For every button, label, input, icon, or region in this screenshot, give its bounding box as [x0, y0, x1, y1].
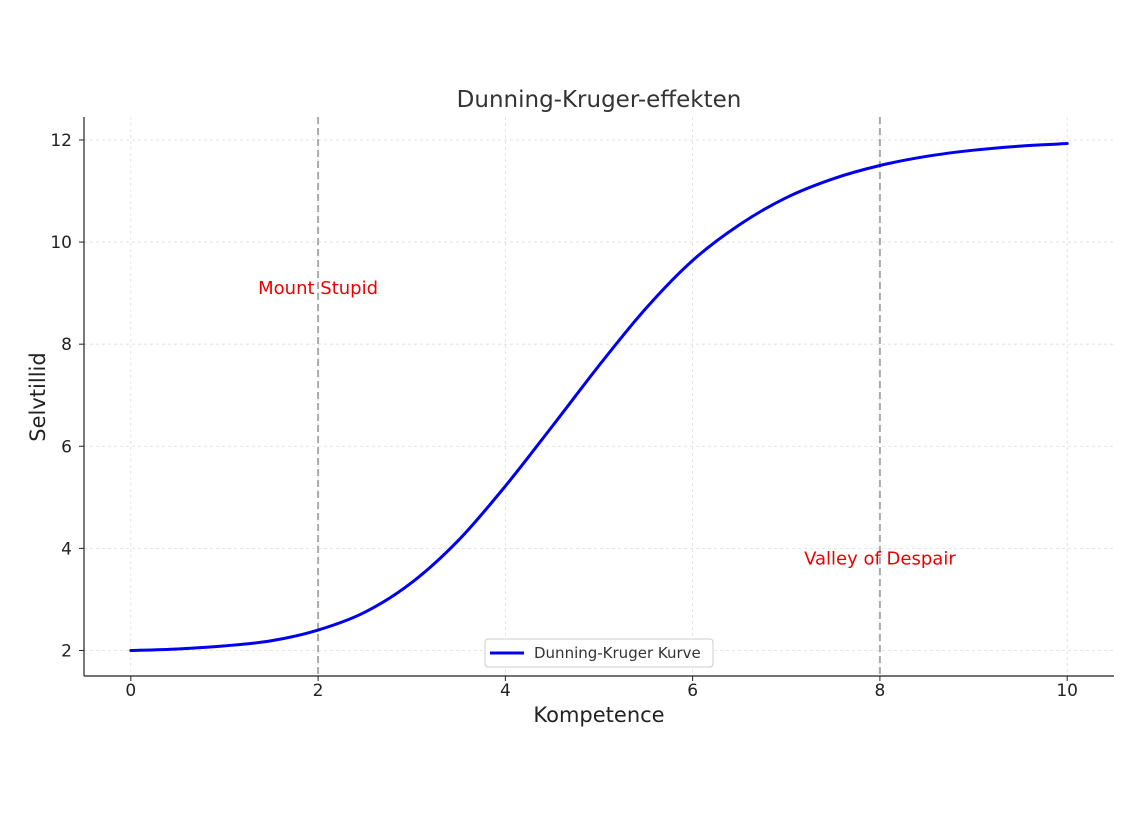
x-tick-label: 0: [125, 681, 136, 701]
legend-label: Dunning-Kruger Kurve: [534, 644, 701, 662]
x-tick-label: 10: [1056, 681, 1078, 701]
annotation-label: Mount Stupid: [258, 278, 378, 299]
legend-box: [484, 638, 714, 668]
y-axis-title: Selvtillid: [26, 352, 50, 441]
series: [129, 142, 1069, 652]
annotations: Mount Stupid Valley of Despair: [258, 278, 956, 570]
x-tick-label: 8: [874, 681, 885, 701]
axes: [79, 117, 1114, 681]
y-tick-label: 2: [61, 641, 72, 661]
chart-title: Dunning-Kruger-effekten: [457, 87, 742, 113]
legend: Dunning-Kruger Kurve: [484, 638, 714, 668]
grid: [84, 117, 1114, 676]
x-tick-label: 2: [313, 681, 324, 701]
x-tick-label: 4: [500, 681, 511, 701]
annotation-label: Valley of Despair: [804, 549, 956, 570]
x-tick-label: 6: [687, 681, 698, 701]
y-tick-label: 8: [61, 335, 72, 355]
y-tick-label: 12: [50, 131, 72, 151]
reference-lines: [317, 117, 881, 676]
y-tick-label: 6: [61, 437, 72, 457]
y-tick-label: 10: [50, 233, 72, 253]
tick-labels: 0 2 4 6 8 10 2 4 6 8 10 12: [50, 131, 1078, 701]
x-axis-title: Kompetence: [533, 703, 664, 727]
dunning-kruger-curve: [129, 142, 1069, 652]
y-tick-label: 4: [61, 539, 72, 559]
